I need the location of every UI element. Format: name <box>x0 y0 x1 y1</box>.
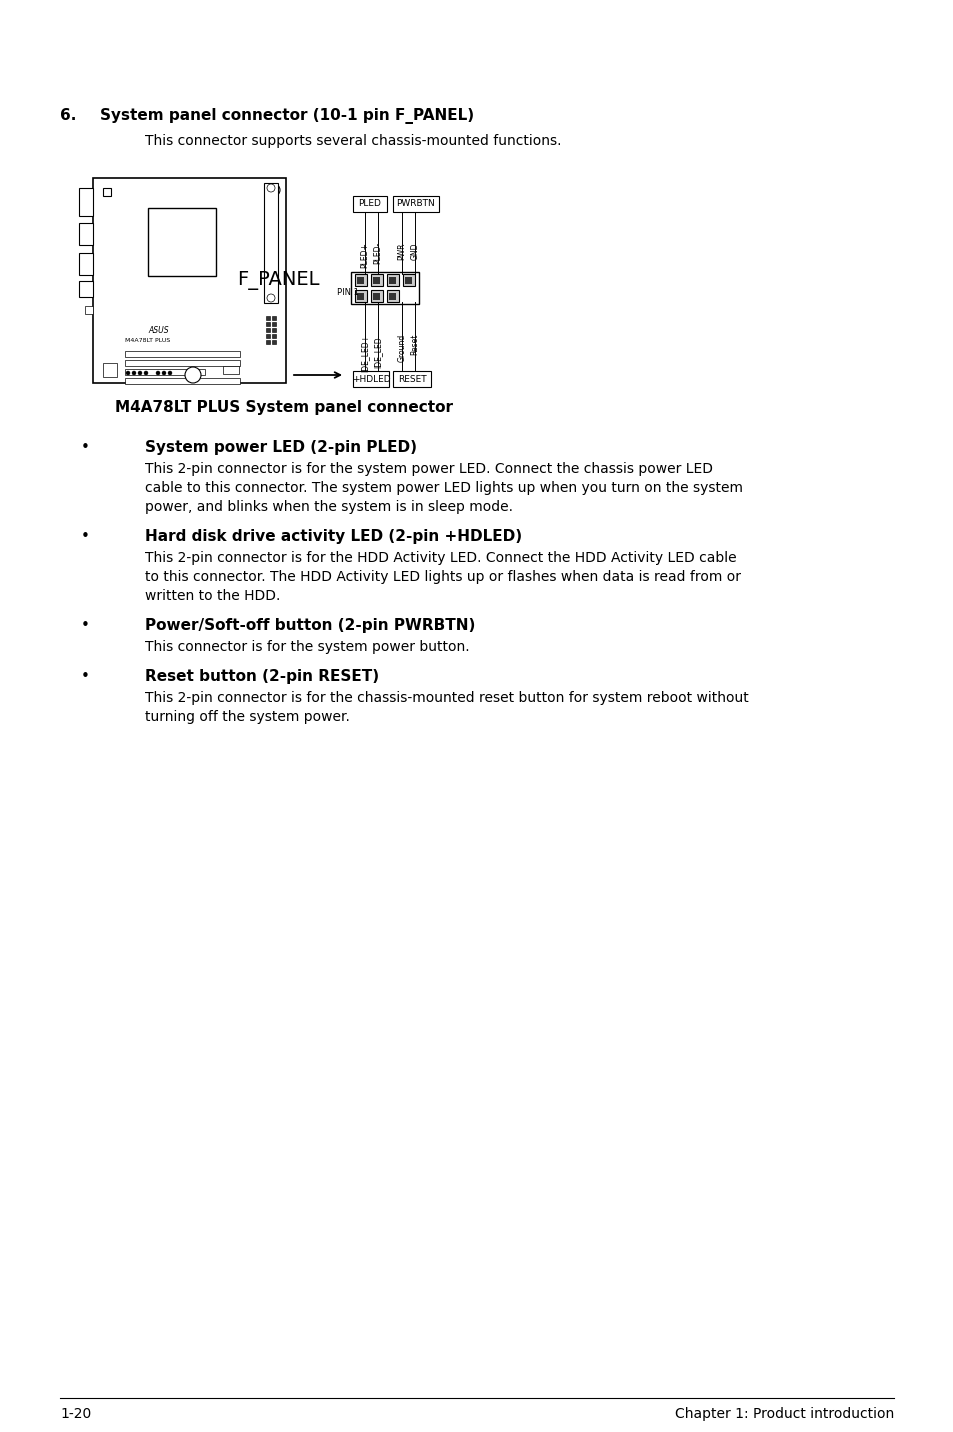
Text: Power/Soft-off button (2-pin PWRBTN): Power/Soft-off button (2-pin PWRBTN) <box>145 619 475 633</box>
Text: ASUS: ASUS <box>148 326 169 335</box>
Bar <box>125 369 205 375</box>
Circle shape <box>268 183 280 196</box>
Text: Reset: Reset <box>410 334 419 355</box>
Circle shape <box>267 294 274 302</box>
Text: power, and blinks when the system is in sleep mode.: power, and blinks when the system is in … <box>145 500 513 514</box>
Text: 6.: 6. <box>60 107 76 123</box>
Bar <box>148 208 215 276</box>
Bar <box>373 276 379 284</box>
Bar <box>223 367 239 374</box>
Bar <box>393 371 431 387</box>
Bar <box>389 294 395 299</box>
Bar <box>393 196 438 212</box>
Text: M4A78LT PLUS System panel connector: M4A78LT PLUS System panel connector <box>115 400 453 415</box>
Text: +HDLED: +HDLED <box>352 375 390 384</box>
Text: F_PANEL: F_PANEL <box>236 271 319 289</box>
Circle shape <box>267 183 274 192</box>
Text: This connector supports several chassis-mounted functions.: This connector supports several chassis-… <box>145 135 561 147</box>
Bar <box>387 291 398 302</box>
Bar <box>266 322 270 326</box>
Text: PLED-: PLED- <box>374 242 382 265</box>
Text: RESET: RESET <box>397 375 426 384</box>
Text: This connector is for the system power button.: This connector is for the system power b… <box>145 640 469 654</box>
Text: System panel connector (10-1 pin F_PANEL): System panel connector (10-1 pin F_PANEL… <box>100 107 474 125</box>
Text: turning off the system power.: turning off the system power. <box>145 710 350 725</box>
Text: cable to this connector. The system power LED lights up when you turn on the sys: cable to this connector. The system powe… <box>145 481 742 495</box>
Bar <box>125 378 240 384</box>
Text: Reset button (2-pin RESET): Reset button (2-pin RESET) <box>145 669 378 684</box>
Circle shape <box>168 371 172 375</box>
Circle shape <box>156 371 160 375</box>
Text: Ground: Ground <box>397 334 406 362</box>
Bar <box>373 294 379 299</box>
Bar <box>355 291 367 302</box>
Bar <box>266 193 272 200</box>
Bar <box>92 178 286 382</box>
Bar <box>79 223 92 245</box>
Circle shape <box>185 367 201 382</box>
Text: •: • <box>80 669 90 684</box>
Bar <box>387 274 398 286</box>
Text: 1-20: 1-20 <box>60 1408 91 1421</box>
Text: PLED+: PLED+ <box>360 242 369 268</box>
Bar <box>266 316 270 319</box>
Text: •: • <box>80 619 90 633</box>
Bar <box>125 359 240 367</box>
Text: IDE_LED+: IDE_LED+ <box>360 334 369 372</box>
Text: GND: GND <box>410 242 419 259</box>
Bar <box>272 322 275 326</box>
Bar <box>371 291 382 302</box>
Bar <box>85 306 92 314</box>
Bar <box>272 334 275 338</box>
Bar <box>402 274 415 286</box>
Bar <box>272 328 275 332</box>
Circle shape <box>162 371 166 375</box>
Text: This 2-pin connector is for the chassis-mounted reset button for system reboot w: This 2-pin connector is for the chassis-… <box>145 692 748 705</box>
Circle shape <box>126 371 130 375</box>
Bar <box>351 272 418 304</box>
Bar <box>79 281 92 296</box>
Text: PLED: PLED <box>358 199 381 209</box>
Text: to this connector. The HDD Activity LED lights up or flashes when data is read f: to this connector. The HDD Activity LED … <box>145 570 740 584</box>
Text: System power LED (2-pin PLED): System power LED (2-pin PLED) <box>145 440 416 455</box>
Bar <box>371 274 382 286</box>
Text: IDE_LED-: IDE_LED- <box>374 334 382 368</box>
Text: PIN 1: PIN 1 <box>336 288 358 296</box>
Bar <box>353 371 389 387</box>
Text: written to the HDD.: written to the HDD. <box>145 589 280 603</box>
Text: PWRBTN: PWRBTN <box>396 199 435 209</box>
Text: This 2-pin connector is for the HDD Activity LED. Connect the HDD Activity LED c: This 2-pin connector is for the HDD Acti… <box>145 551 736 566</box>
Bar <box>405 276 412 284</box>
Bar <box>272 339 275 344</box>
Bar <box>389 276 395 284</box>
Circle shape <box>132 371 136 375</box>
Circle shape <box>138 371 142 375</box>
Bar <box>103 188 111 196</box>
Bar <box>264 183 277 304</box>
Bar <box>356 276 364 284</box>
Bar <box>79 253 92 275</box>
Circle shape <box>144 371 148 375</box>
Bar <box>266 328 270 332</box>
Text: •: • <box>80 440 90 455</box>
Text: PWR: PWR <box>397 242 406 259</box>
Bar <box>79 188 92 216</box>
Text: Hard disk drive activity LED (2-pin +HDLED): Hard disk drive activity LED (2-pin +HDL… <box>145 528 521 544</box>
Bar <box>266 339 270 344</box>
Text: Chapter 1: Product introduction: Chapter 1: Product introduction <box>674 1408 893 1421</box>
Bar <box>356 294 364 299</box>
Text: M4A78LT PLUS: M4A78LT PLUS <box>125 338 170 344</box>
Text: •: • <box>80 528 90 544</box>
Bar <box>355 274 367 286</box>
Bar <box>353 196 387 212</box>
Bar <box>125 351 240 357</box>
Text: This 2-pin connector is for the system power LED. Connect the chassis power LED: This 2-pin connector is for the system p… <box>145 463 712 475</box>
Bar <box>266 334 270 338</box>
Bar <box>272 316 275 319</box>
Bar <box>103 362 117 377</box>
